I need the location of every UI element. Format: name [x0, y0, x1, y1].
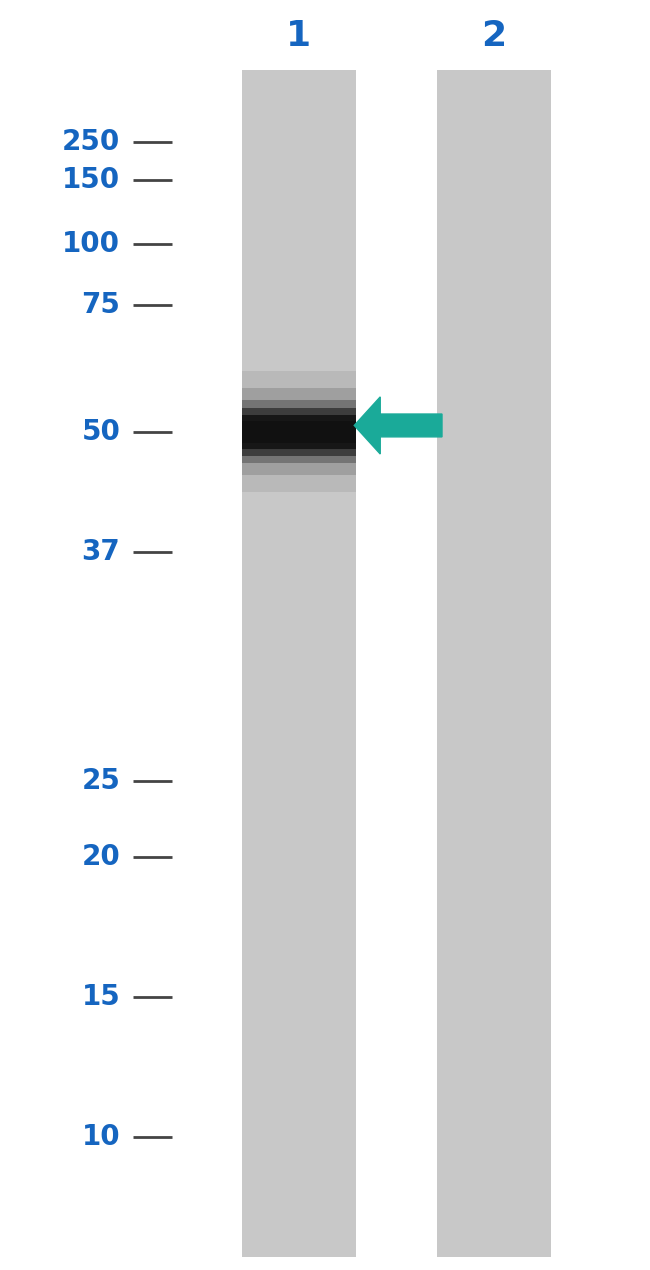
Text: 37: 37 [81, 538, 120, 566]
Text: 20: 20 [81, 843, 120, 871]
Text: 75: 75 [81, 291, 120, 319]
Text: 10: 10 [82, 1123, 120, 1151]
Bar [242, 400, 356, 464]
Text: 50: 50 [81, 418, 120, 446]
Text: 100: 100 [62, 230, 120, 258]
Bar [242, 415, 356, 448]
Text: 15: 15 [81, 983, 120, 1011]
Bar [242, 408, 356, 456]
Bar [242, 420, 356, 443]
Bar [242, 70, 356, 1257]
Bar [242, 389, 356, 475]
Text: 1: 1 [287, 19, 311, 52]
Text: 2: 2 [482, 19, 506, 52]
Text: 25: 25 [81, 767, 120, 795]
Bar [437, 70, 551, 1257]
FancyArrow shape [354, 396, 442, 453]
Text: 150: 150 [62, 166, 120, 194]
Bar [242, 371, 356, 491]
Text: 250: 250 [62, 128, 120, 156]
